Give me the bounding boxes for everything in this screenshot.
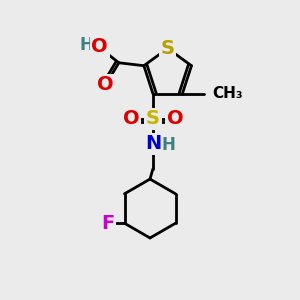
Text: S: S: [146, 109, 160, 128]
Text: O: O: [167, 109, 183, 128]
Text: F: F: [102, 214, 115, 233]
Text: O: O: [92, 37, 108, 56]
Text: O: O: [123, 109, 139, 128]
Text: N: N: [145, 134, 161, 153]
Text: S: S: [161, 39, 175, 58]
Text: O: O: [97, 75, 114, 94]
Text: H: H: [161, 136, 175, 154]
Text: CH₃: CH₃: [213, 86, 243, 101]
Text: H: H: [79, 36, 93, 54]
